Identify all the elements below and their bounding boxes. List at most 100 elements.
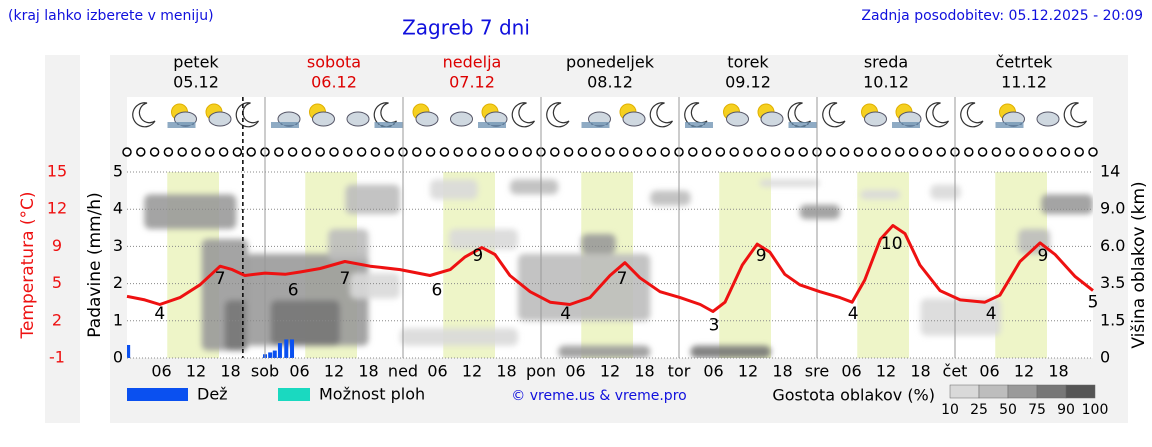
moon-icon	[511, 102, 536, 128]
temperature-line	[126, 224, 1094, 313]
cloud-cell	[860, 189, 901, 200]
wind-calm	[632, 147, 643, 157]
cloud-cell	[1041, 194, 1093, 215]
wind-calm	[205, 147, 215, 157]
cloud-legend-label: 25	[970, 402, 988, 418]
left-panel	[45, 55, 80, 423]
day-date: 06.12	[311, 73, 357, 92]
cloud-cell	[1018, 229, 1050, 254]
x-tick-label: 06	[151, 362, 171, 381]
wind-calm	[1005, 147, 1015, 157]
cloud-icon	[208, 111, 232, 127]
moon-icon	[649, 102, 674, 128]
wind-calm	[646, 147, 657, 157]
precipitation-tick-label: 0	[113, 348, 123, 367]
wind-calm	[412, 147, 422, 157]
temperature-label: 4	[560, 304, 571, 324]
wind-calm	[550, 147, 560, 157]
x-tick-label: 18	[358, 362, 378, 381]
day-date: 10.12	[863, 73, 909, 92]
wind-calm	[508, 147, 519, 157]
wind-calm	[701, 147, 712, 157]
day-date: 09.12	[725, 73, 771, 92]
cloud-icon	[864, 111, 887, 127]
cloud-legend-label: 100	[1082, 402, 1109, 418]
day-name: sobota	[307, 53, 361, 72]
x-tick-label: 18	[220, 362, 240, 381]
cloud-cell	[558, 345, 651, 358]
wind-calm	[370, 147, 381, 157]
x-tick-label: čet	[943, 362, 968, 381]
wind-calm	[757, 147, 767, 157]
wind-calm	[977, 147, 988, 157]
cloud-cell	[930, 184, 961, 200]
wind-calm	[522, 147, 532, 157]
day-name: petek	[173, 53, 219, 72]
wind-calm	[1033, 147, 1043, 157]
cloud-icon	[760, 111, 784, 127]
wind-calm	[149, 147, 160, 157]
wind-calm	[784, 147, 795, 157]
daylight-band	[857, 172, 909, 358]
cloud-legend-label: 50	[999, 402, 1017, 418]
wind-calm	[867, 147, 877, 157]
x-tick-label: pon	[526, 362, 556, 381]
x-tick-label: 18	[910, 362, 930, 381]
cloud-legend-title: Gostota oblakov (%)	[772, 386, 935, 405]
cloud-icon	[622, 111, 646, 127]
wind-calm	[1060, 147, 1071, 157]
x-tick-label: 12	[462, 362, 482, 381]
moon-icon	[546, 102, 570, 128]
temperature-tick-label: -1	[49, 348, 65, 367]
day-date: 11.12	[1001, 73, 1047, 92]
wind-calm	[136, 147, 146, 157]
moon-icon	[822, 102, 846, 128]
cloud-legend-box	[949, 384, 980, 399]
wind-calm	[329, 147, 339, 157]
wind-calm	[356, 147, 367, 157]
wind-calm	[481, 147, 491, 157]
moon-icon	[787, 102, 812, 128]
day-name: ponedeljek	[566, 53, 655, 72]
wind-calm	[1074, 147, 1084, 157]
temperature-label: 10	[881, 234, 903, 254]
legend-label: Dež	[197, 385, 228, 404]
cloud-tick-label: 1.5	[1100, 310, 1125, 329]
cloud-tick-label: 6.0	[1100, 236, 1125, 255]
wind-calm	[770, 147, 781, 157]
cloud-cell	[509, 179, 559, 195]
wind-calm	[246, 147, 256, 157]
x-tick-label: 06	[979, 362, 999, 381]
day-name: četrtek	[996, 53, 1054, 72]
daylight-band	[443, 172, 495, 358]
temperature-label: 6	[288, 281, 299, 301]
wind-calm	[163, 147, 174, 157]
wind-calm	[177, 147, 187, 157]
moon-icon	[960, 102, 984, 128]
temperature-label: 7	[215, 269, 226, 289]
wind-calm	[826, 147, 836, 157]
legend-swatch	[278, 388, 310, 401]
wind-calm	[1019, 147, 1029, 157]
wind-calm	[439, 147, 450, 157]
temperature-tick-label: 15	[47, 162, 67, 181]
cloud-icon	[898, 111, 922, 127]
region-note: (kraj lahko izberete v meniju)	[8, 8, 214, 24]
cloud-cell	[328, 229, 369, 262]
wind-calm	[563, 147, 574, 157]
moon-icon	[373, 102, 398, 128]
cloud-cell	[920, 298, 1001, 336]
cloud-cell	[345, 184, 401, 215]
precipitation-tick-label: 1	[113, 310, 123, 329]
cloud-tick-label: 14	[1100, 162, 1120, 181]
wind-calm	[605, 147, 615, 157]
day-date: 08.12	[587, 73, 633, 92]
wind-calm	[1088, 147, 1098, 157]
cloud-icon	[1036, 111, 1060, 127]
x-tick-label: 12	[876, 362, 896, 381]
cloud-layer	[144, 179, 1093, 358]
cloud-cell	[449, 229, 518, 250]
cloud-legend-box	[1065, 384, 1096, 399]
